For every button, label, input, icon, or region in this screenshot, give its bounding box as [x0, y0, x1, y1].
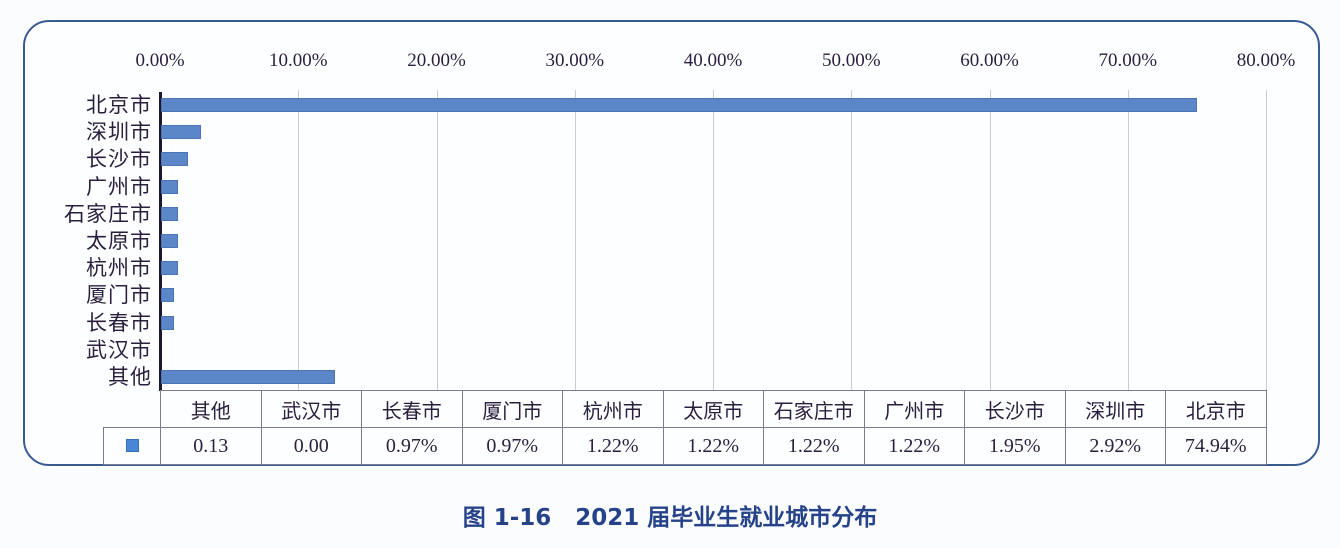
- x-tick-label: 0.00%: [135, 50, 185, 71]
- category-label: 太原市: [86, 229, 152, 253]
- bar: [161, 125, 202, 140]
- bar: [161, 179, 178, 194]
- data-table-header-cell: 其他: [160, 390, 262, 428]
- data-table-value-cell: 0.97%: [361, 427, 463, 465]
- data-table-header-cell: 杭州市: [562, 390, 664, 428]
- gridline: [574, 90, 576, 390]
- data-table-value-cell: 2.92%: [1064, 427, 1166, 465]
- x-tick-label: 70.00%: [1098, 50, 1158, 71]
- data-table: 其他 武汉市 长春市 厦门市 杭州市 太原市 石家庄市 广州市 长沙市 深圳市 北京市 0.13 0.…: [103, 390, 1267, 465]
- x-tick-label: 60.00%: [960, 50, 1019, 71]
- data-table-header-cell: 武汉市: [260, 390, 362, 428]
- data-table-header-cell: 石家庄市: [763, 390, 865, 428]
- category-label: 广州市: [86, 174, 152, 199]
- gridline: [713, 90, 714, 390]
- data-table-value-cell: 0.13: [160, 427, 262, 465]
- gridline: [1266, 90, 1267, 390]
- data-table-header-cell: 广州市: [863, 390, 965, 428]
- data-table-value-cell: 1.22%: [562, 427, 664, 465]
- bar: [161, 234, 178, 248]
- figure-caption: 图 1-16 2021 届毕业生就业城市分布: [462, 505, 878, 531]
- gridline: [989, 90, 991, 390]
- data-table-value-cell: 1.95%: [964, 427, 1066, 465]
- data-table-value-cell: 1.22%: [662, 427, 764, 465]
- gridline: [298, 90, 300, 390]
- category-label: 北京市: [86, 93, 152, 117]
- bar: [161, 315, 175, 330]
- bar: [161, 152, 188, 167]
- data-table-value-cell: 74.94%: [1165, 427, 1267, 465]
- data-table-header-cell: 长沙市: [964, 390, 1066, 428]
- category-label: 石家庄市: [64, 201, 152, 226]
- data-table-header-cell: 北京市: [1165, 390, 1267, 428]
- bar: [161, 206, 178, 221]
- category-label: 长沙市: [86, 147, 152, 172]
- x-tick-label: 30.00%: [545, 50, 605, 71]
- legend-key-icon: [125, 438, 139, 452]
- data-table-value-cell: 1.22%: [763, 427, 865, 465]
- bar: [161, 98, 1198, 112]
- data-table-corner: [104, 391, 161, 428]
- x-tick-label: 10.00%: [268, 50, 328, 71]
- data-table-header-cell: 深圳市: [1064, 390, 1166, 428]
- category-label: 厦门市: [86, 283, 152, 308]
- data-table-header-row: 其他 武汉市 长春市 厦门市 杭州市 太原市 石家庄市 广州市 长沙市 深圳市 北京市: [104, 390, 1267, 428]
- category-label: 深圳市: [86, 120, 152, 145]
- bar: [161, 261, 178, 276]
- gridline: [1127, 90, 1129, 390]
- x-tick-label: 80.00%: [1236, 50, 1296, 71]
- category-label: 长春市: [86, 310, 152, 335]
- data-table-value-cell: 0.97%: [461, 427, 563, 465]
- data-table-value-row: 0.13 0.00 0.97% 0.97% 1.22% 1.22% 1.22% 1.22% 1.…: [103, 427, 1267, 465]
- x-tick-label: 50.00%: [821, 50, 881, 71]
- bar: [161, 370, 336, 384]
- data-table-value-cell: 0.00: [260, 427, 362, 465]
- y-axis-line: [159, 92, 162, 391]
- data-table-header-cell: 太原市: [662, 390, 764, 428]
- data-table-header-cell: 厦门市: [461, 390, 563, 428]
- x-tick-label: 20.00%: [407, 50, 466, 71]
- data-table-header-cell: 长春市: [361, 390, 463, 428]
- data-table-value-cell: 1.22%: [863, 427, 965, 465]
- gridline: [851, 90, 853, 390]
- x-tick-label: 40.00%: [683, 50, 743, 71]
- legend-key-cell: [103, 427, 161, 465]
- category-label: 武汉市: [86, 337, 152, 362]
- category-label: 其他: [108, 365, 152, 389]
- category-label: 杭州市: [86, 256, 152, 281]
- bar: [161, 288, 175, 303]
- gridline: [436, 90, 438, 390]
